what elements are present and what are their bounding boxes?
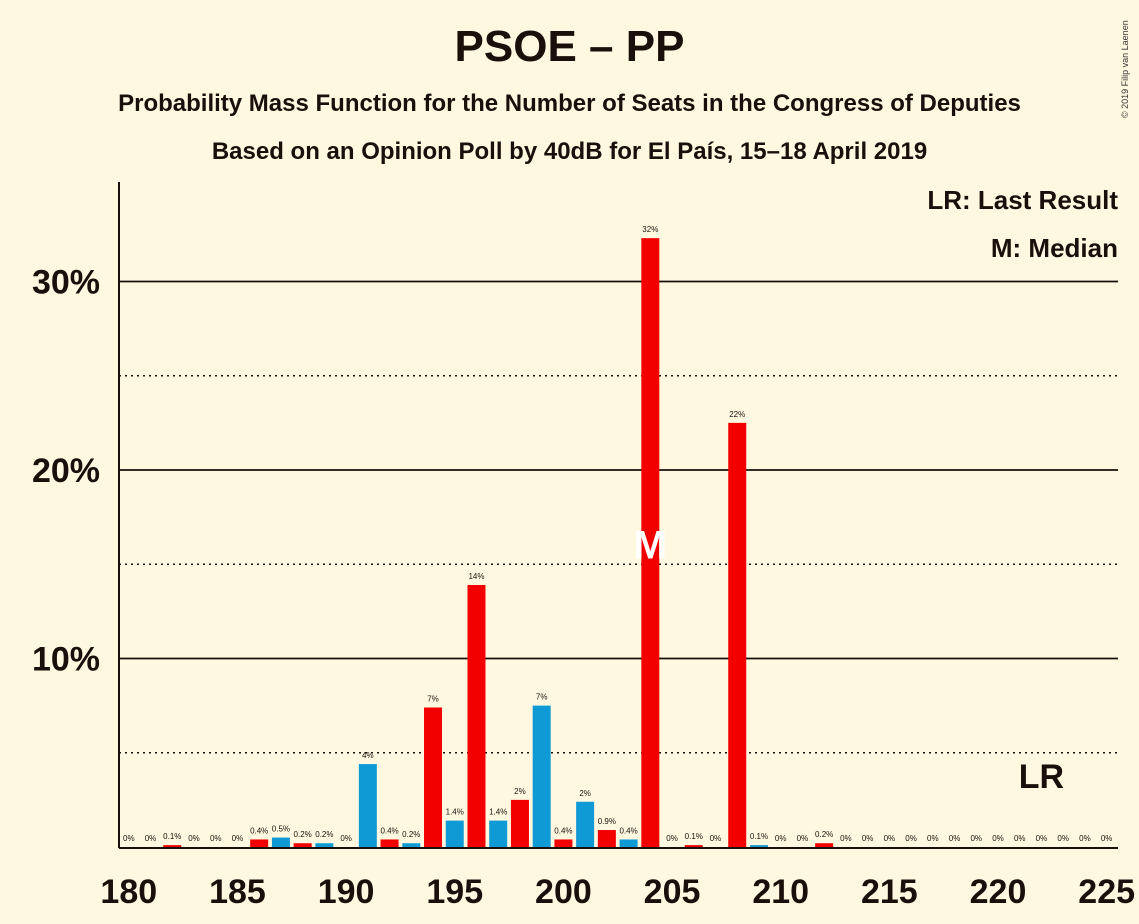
bar-label-213: 0% xyxy=(840,834,852,843)
bar-label-191: 4% xyxy=(362,751,374,760)
y-tick-label: 10% xyxy=(32,641,100,679)
x-tick-label: 200 xyxy=(535,873,592,911)
bar-label-219: 0% xyxy=(970,834,982,843)
bar-label-201: 2% xyxy=(579,789,591,798)
bar-197 xyxy=(489,820,508,847)
bar-label-218: 0% xyxy=(949,834,961,843)
bar-label-194: 7% xyxy=(427,695,439,704)
bar-label-198: 2% xyxy=(514,787,526,796)
x-tick-label: 185 xyxy=(209,873,266,911)
bar-label-188: 0.2% xyxy=(294,830,312,839)
bar-196 xyxy=(467,584,486,847)
bar-label-192: 0.4% xyxy=(380,826,398,835)
bar-label-190: 0% xyxy=(340,834,352,843)
bar-label-209: 0.1% xyxy=(750,832,768,841)
bar-label-197: 1.4% xyxy=(489,808,507,817)
bar-label-212: 0.2% xyxy=(815,830,833,839)
bar-label-220: 0% xyxy=(992,834,1004,843)
bar-label-216: 0% xyxy=(905,834,917,843)
bar-label-196: 14% xyxy=(468,572,484,581)
bar-labels: 0% 0% 0.1% 0% 0% 0%0.4% 0.5%0.2% 0.2% 0%4%0.4% 0.… xyxy=(123,225,1112,843)
bar-label-180: 0% xyxy=(123,834,135,843)
bar-200 xyxy=(554,839,573,847)
bar-188 xyxy=(293,843,312,847)
bar-label-221: 0% xyxy=(1014,834,1026,843)
bar-label-225: 0% xyxy=(1101,834,1113,843)
x-tick-label: 225 xyxy=(1078,873,1135,911)
chart-title: PSOE – PP xyxy=(454,22,685,71)
bar-198 xyxy=(510,799,529,847)
x-tick-label: 205 xyxy=(644,873,701,911)
bar-label-224: 0% xyxy=(1079,834,1091,843)
bar-195 xyxy=(445,820,464,847)
bar-label-200: 0.4% xyxy=(554,826,572,835)
bar-194 xyxy=(424,707,443,847)
y-tick-label: 20% xyxy=(32,452,100,490)
axes: 10% 20% 30% 180 185 190 195 200 205 210 215 220 225 xyxy=(32,182,1135,911)
bar-204 xyxy=(641,238,660,847)
last-result-marker: LR xyxy=(1019,758,1064,796)
bar-206 xyxy=(684,845,703,847)
bar-label-206: 0.1% xyxy=(685,832,703,841)
legend-median: M: Median xyxy=(991,233,1118,263)
bar-label-215: 0% xyxy=(884,834,896,843)
bar-208 xyxy=(728,422,747,847)
bar-label-199: 7% xyxy=(536,693,548,702)
chart-source-subtitle: Based on an Opinion Poll by 40dB for El … xyxy=(211,138,928,165)
x-tick-label: 210 xyxy=(752,873,809,911)
bar-label-205: 0% xyxy=(666,834,678,843)
bar-label-207: 0% xyxy=(710,834,722,843)
bar-label-189: 0.2% xyxy=(315,830,333,839)
bar-label-223: 0% xyxy=(1057,834,1069,843)
bar-label-181: 0% xyxy=(145,834,157,843)
bar-201 xyxy=(576,801,595,847)
y-tick-label: 30% xyxy=(32,264,100,302)
x-tick-label: 190 xyxy=(318,873,375,911)
bar-182 xyxy=(163,845,182,847)
legend-last-result: LR: Last Result xyxy=(927,185,1118,215)
markers: M LR xyxy=(634,524,1064,796)
bar-label-208: 22% xyxy=(729,410,745,419)
bar-label-211: 0% xyxy=(797,834,809,843)
bar-189 xyxy=(315,843,334,847)
bar-label-222: 0% xyxy=(1036,834,1048,843)
bar-label-214: 0% xyxy=(862,834,874,843)
bar-label-204: 32% xyxy=(642,225,658,234)
legend: LR: Last Result M: Median xyxy=(927,185,1118,263)
gridlines xyxy=(119,280,1118,754)
bar-label-182: 0.1% xyxy=(163,832,181,841)
bar-193 xyxy=(402,843,421,847)
bar-209 xyxy=(749,845,768,847)
bar-label-187: 0.5% xyxy=(272,825,290,834)
bar-186 xyxy=(250,839,269,847)
bar-212 xyxy=(815,843,834,847)
bar-192 xyxy=(380,839,399,847)
bar-label-185: 0% xyxy=(232,834,244,843)
bar-label-210: 0% xyxy=(775,834,787,843)
bar-label-193: 0.2% xyxy=(402,830,420,839)
bar-label-195: 1.4% xyxy=(446,808,464,817)
bar-label-203: 0.4% xyxy=(619,826,637,835)
x-tick-label: 220 xyxy=(970,873,1027,911)
bar-label-186: 0.4% xyxy=(250,826,268,835)
bar-label-183: 0% xyxy=(188,834,200,843)
x-tick-label: 215 xyxy=(861,873,918,911)
bar-label-184: 0% xyxy=(210,834,222,843)
bar-203 xyxy=(619,839,638,847)
chart-subtitle: Probability Mass Function for the Number… xyxy=(118,90,1021,117)
bar-199 xyxy=(532,705,551,847)
x-tick-label: 195 xyxy=(426,873,483,911)
bar-202 xyxy=(597,830,616,847)
median-marker: M xyxy=(634,524,667,568)
bars xyxy=(163,238,834,847)
bar-191 xyxy=(358,764,377,847)
bar-187 xyxy=(271,837,290,847)
x-tick-label: 180 xyxy=(100,873,157,911)
bar-label-217: 0% xyxy=(927,834,939,843)
bar-label-202: 0.9% xyxy=(598,817,616,826)
